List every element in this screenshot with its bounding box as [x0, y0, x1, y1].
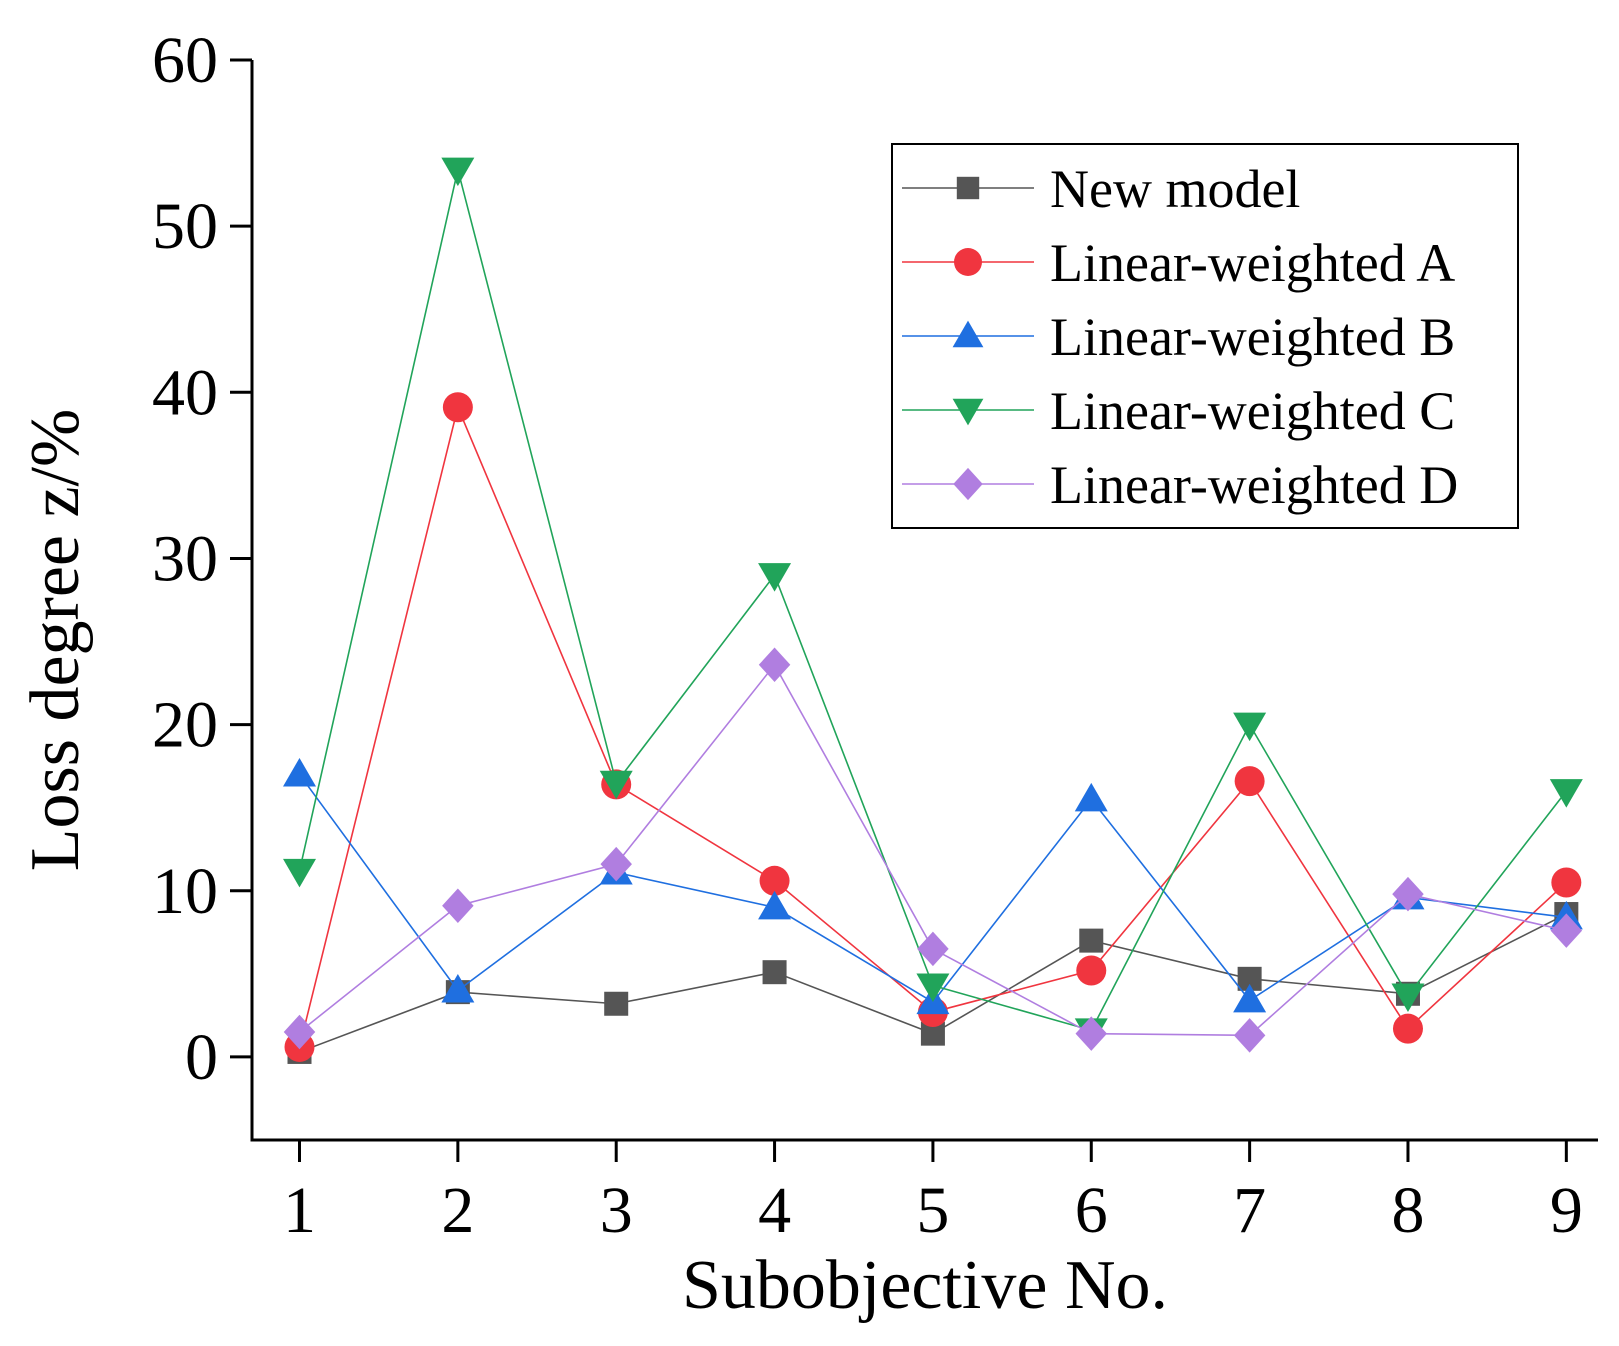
legend-label: Linear-weighted B	[1050, 307, 1455, 367]
legend-marker	[952, 398, 984, 426]
data-point	[1233, 983, 1267, 1013]
x-axis-title: Subobjective No.	[682, 1247, 1168, 1324]
data-point	[1075, 1016, 1108, 1051]
data-point	[1550, 913, 1583, 948]
legend-label: Linear-weighted D	[1050, 455, 1458, 515]
y-tick-label: 20	[152, 689, 218, 762]
y-tick-label: 40	[152, 356, 218, 429]
legend-item: Linear-weighted C	[902, 381, 1455, 441]
data-point	[1233, 712, 1267, 742]
data-point	[1076, 955, 1107, 986]
data-point	[1392, 1013, 1423, 1044]
axes: 0 10 20 30 40 50 60 1 2 3 4 5 6 7 8 9	[152, 24, 1598, 1247]
data-point	[1079, 928, 1104, 953]
legend-label: Linear-weighted C	[1050, 381, 1455, 441]
legend-marker	[954, 248, 982, 276]
x-tick-label: 9	[1550, 1174, 1583, 1247]
legend-marker	[956, 176, 980, 200]
y-axis-title: Loss degree z/%	[17, 409, 94, 872]
legend-item: New model	[902, 159, 1300, 219]
series-line	[298, 773, 1567, 1004]
data-point	[1551, 867, 1582, 898]
x-tick-label: 3	[600, 1174, 633, 1247]
data-point	[1233, 1018, 1266, 1053]
data-point	[442, 888, 474, 923]
legend-label: New model	[1050, 159, 1300, 219]
data-point	[1392, 876, 1424, 912]
axis-frame	[250, 60, 1598, 1142]
data-point	[442, 392, 473, 423]
data-point	[604, 991, 629, 1016]
data-point	[917, 931, 949, 967]
data-point	[600, 846, 632, 882]
data-point	[599, 770, 633, 800]
data-point	[1391, 983, 1425, 1012]
legend: New model Linear-weighted A Linear-weighte…	[891, 143, 1519, 529]
data-point	[283, 858, 317, 888]
x-tick-label: 1	[283, 1174, 316, 1247]
x-tick-label: 2	[441, 1174, 474, 1247]
series-4	[283, 157, 1583, 1047]
series-layer	[283, 157, 1583, 1064]
data-point	[762, 960, 787, 985]
legend-marker	[952, 320, 984, 348]
data-point	[283, 757, 317, 787]
x-tick-label: 7	[1233, 1174, 1266, 1247]
y-tick-label: 30	[152, 522, 218, 595]
data-point	[758, 890, 792, 920]
data-point	[759, 865, 790, 896]
y-tick-label: 10	[152, 855, 218, 928]
x-tick-label: 4	[758, 1174, 791, 1247]
data-point	[1234, 766, 1265, 797]
series-5	[283, 647, 1583, 1053]
data-point	[916, 973, 950, 1002]
data-point	[758, 647, 791, 683]
x-tick-label: 8	[1391, 1174, 1424, 1247]
y-tick-label: 60	[152, 24, 218, 97]
legend-item: Linear-weighted A	[902, 233, 1455, 293]
legend-item: Linear-weighted D	[902, 455, 1458, 515]
legend-label: Linear-weighted A	[1050, 233, 1455, 293]
legend-marker	[953, 467, 983, 501]
data-point	[1074, 782, 1108, 812]
data-point	[758, 563, 792, 592]
data-point	[441, 157, 475, 187]
y-tick-label: 0	[185, 1021, 218, 1094]
legend-item: Linear-weighted B	[902, 307, 1455, 367]
data-point	[1549, 779, 1583, 808]
y-tick-label: 50	[152, 190, 218, 263]
data-point	[441, 973, 475, 1003]
x-tick-label: 5	[916, 1174, 949, 1247]
x-tick-label: 6	[1075, 1174, 1108, 1247]
data-point	[283, 1014, 316, 1050]
